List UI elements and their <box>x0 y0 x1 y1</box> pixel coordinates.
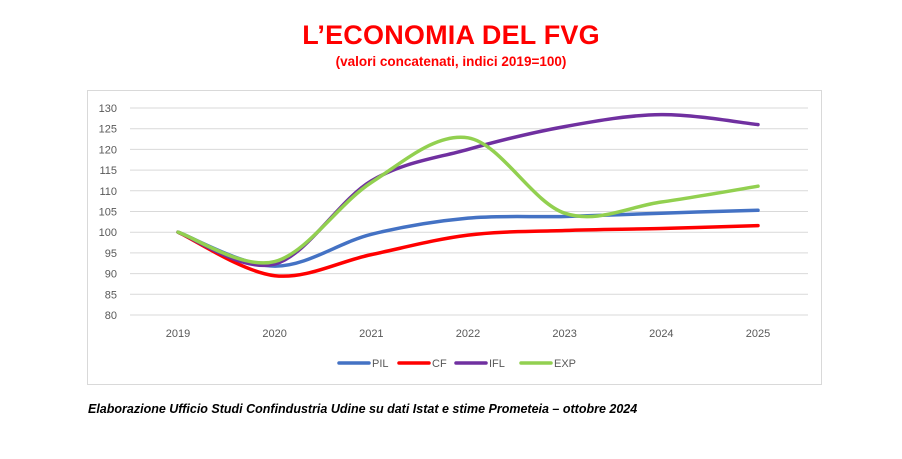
series-lines <box>176 112 760 278</box>
y-tick-label: 120 <box>99 144 117 156</box>
x-tick-label: 2020 <box>262 328 286 340</box>
y-tick-label: 100 <box>99 227 117 239</box>
y-tick-label: 125 <box>99 124 117 136</box>
legend-label-ifl: IFL <box>489 358 505 370</box>
legend-label-cf: CF <box>432 358 447 370</box>
x-tick-label: 2023 <box>552 328 576 340</box>
x-axis-ticks: 2019 2020 2021 2022 2023 2024 2025 <box>166 328 770 340</box>
chart-title: L’ECONOMIA DEL FVG <box>302 20 600 50</box>
x-tick-label: 2024 <box>649 328 673 340</box>
series-line-ifl <box>176 112 760 268</box>
y-tick-label: 130 <box>99 103 117 115</box>
series-line-pil <box>176 208 760 268</box>
gridlines <box>130 107 808 316</box>
legend-label-exp: EXP <box>554 358 576 370</box>
y-tick-label: 115 <box>99 165 117 177</box>
y-axis-ticks: 130 125 120 115 110 105 100 95 90 85 80 <box>99 103 117 322</box>
chart-subtitle: (valori concatenati, indici 2019=100) <box>335 54 567 69</box>
y-tick-label: 85 <box>105 289 117 301</box>
y-tick-label: 105 <box>99 207 117 219</box>
y-tick-label: 90 <box>105 269 117 281</box>
y-tick-label: 110 <box>99 186 117 198</box>
legend: PIL CF IFL EXP <box>337 358 576 370</box>
series-line-exp <box>176 135 760 265</box>
legend-label-pil: PIL <box>372 358 389 370</box>
x-tick-label: 2025 <box>746 328 770 340</box>
x-tick-label: 2019 <box>166 328 190 340</box>
x-tick-label: 2022 <box>456 328 480 340</box>
x-tick-label: 2021 <box>359 328 383 340</box>
series-line-cf <box>176 223 760 278</box>
y-tick-label: 95 <box>105 248 117 260</box>
chart-frame <box>87 90 822 385</box>
source-note: Elaborazione Ufficio Studi Confindustria… <box>88 402 638 416</box>
y-tick-label: 80 <box>105 310 117 322</box>
